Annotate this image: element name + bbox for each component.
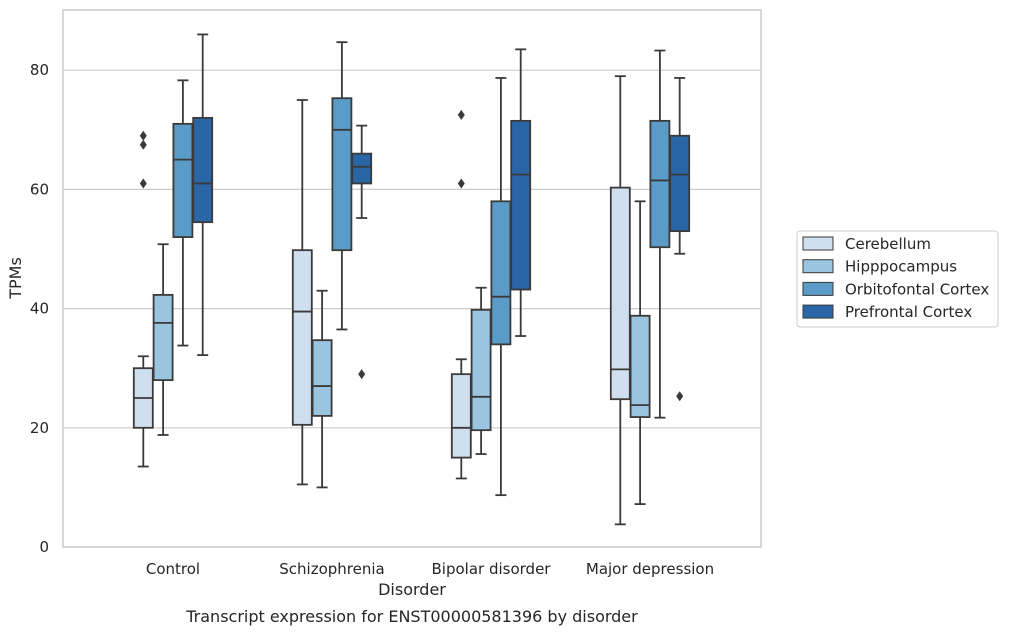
box-3-0: [609, 75, 631, 526]
box-iqr: [291, 249, 313, 426]
box-iqr: [192, 116, 214, 224]
box-iqr: [311, 339, 333, 417]
x-tick-label: Schizophrenia: [279, 560, 384, 578]
box-1-3: [351, 124, 373, 380]
outlier-point: [457, 178, 465, 189]
legend-label: Hipppocampus: [845, 258, 957, 276]
plot-frame: [62, 9, 762, 548]
x-tick-labels: Control Schizophrenia Bipolar disorder Majo…: [146, 560, 714, 578]
box-iqr: [470, 308, 492, 432]
outlier-point: [139, 178, 147, 189]
box-iqr: [490, 200, 512, 346]
box-iqr: [331, 97, 353, 252]
box-1-0: [291, 99, 313, 486]
y-tick-label: 60: [30, 180, 49, 198]
x-tick-label: Bipolar disorder: [432, 560, 552, 578]
box-3-2: [649, 49, 671, 419]
box-iqr: [351, 152, 373, 185]
box-0-0: [132, 130, 154, 468]
legend-swatch: [802, 304, 834, 319]
box-1-1: [311, 289, 333, 489]
legend-label: Orbitofontal Cortex: [845, 280, 989, 298]
box-0-2: [172, 79, 194, 347]
y-tick-label: 20: [30, 419, 49, 437]
outlier-point: [139, 139, 147, 150]
boxes: [132, 33, 691, 526]
box-iqr: [649, 119, 671, 249]
x-tick-label: Major depression: [586, 560, 714, 578]
y-tick-label: 80: [30, 61, 49, 79]
box-2-0: [450, 109, 472, 480]
box-1-2: [331, 41, 353, 331]
outlier-point: [457, 109, 465, 120]
legend: Cerebellum Hipppocampus Orbitofontal Corte…: [796, 230, 999, 328]
chart-caption: Transcript expression for ENST0000058139…: [185, 607, 638, 626]
outlier-point: [139, 130, 147, 141]
box-iqr: [609, 186, 631, 401]
legend-frame: [796, 230, 999, 328]
box-0-3: [192, 33, 214, 356]
box-iqr: [669, 134, 691, 233]
box-3-3: [669, 77, 691, 402]
box-3-1: [629, 200, 651, 505]
outlier-point: [358, 369, 366, 380]
box-0-1: [152, 243, 174, 436]
y-tick-label: 40: [30, 300, 49, 318]
y-tick-labels: 0 20 40 60 80: [30, 61, 49, 556]
x-tick-label: Control: [146, 560, 200, 578]
legend-swatch: [802, 281, 834, 296]
x-axis-label: Disorder: [378, 580, 446, 599]
legend-swatch: [802, 259, 834, 274]
box-iqr: [450, 373, 472, 459]
legend-label: Cerebellum: [845, 235, 931, 253]
legend-swatch: [802, 236, 834, 251]
outlier-point: [676, 391, 684, 402]
box-2-3: [510, 48, 532, 337]
legend-label: Prefrontal Cortex: [845, 303, 972, 321]
y-axis-label: TPMs: [6, 257, 25, 300]
y-tick-label: 0: [39, 538, 49, 556]
box-2-2: [490, 77, 512, 497]
box-iqr: [510, 119, 532, 291]
box-2-1: [470, 286, 492, 455]
box-iqr: [172, 122, 194, 238]
box-iqr: [152, 293, 174, 382]
box-iqr: [629, 314, 651, 418]
